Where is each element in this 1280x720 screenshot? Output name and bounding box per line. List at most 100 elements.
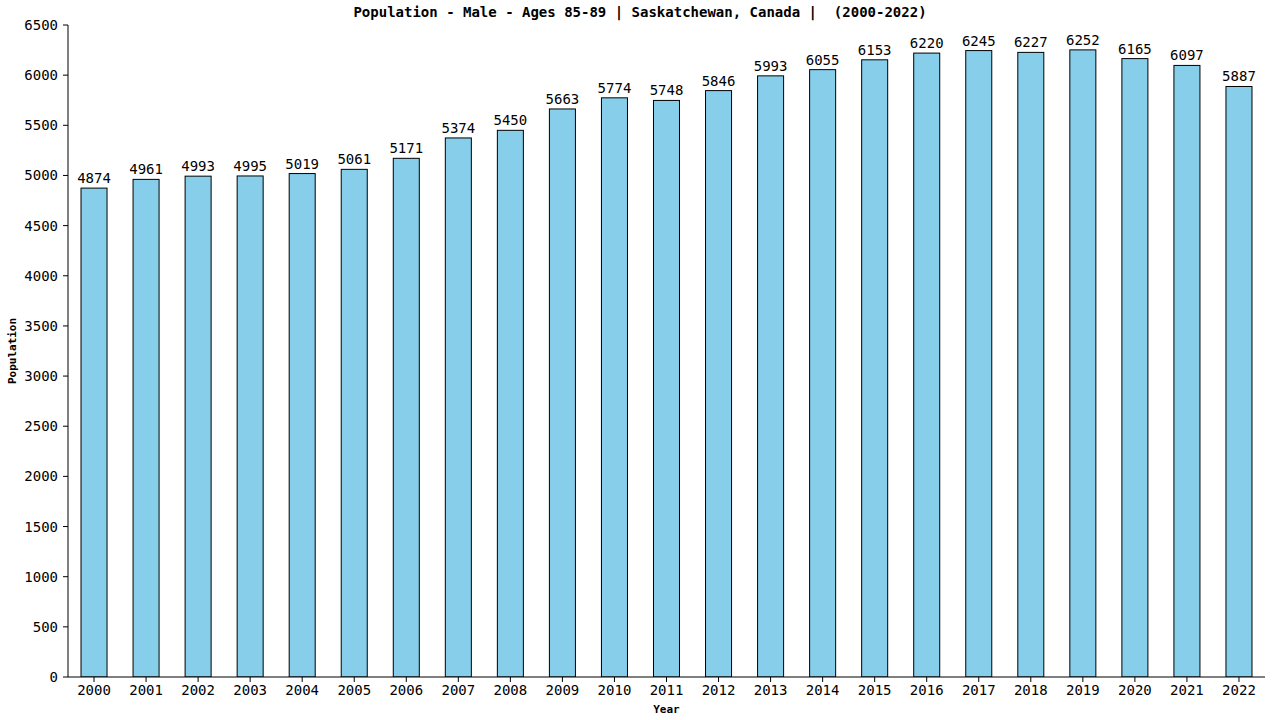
x-tick-label: 2011: [650, 682, 684, 698]
data-label: 5887: [1222, 68, 1256, 84]
y-tick-label: 5500: [24, 117, 58, 133]
bar: [1018, 52, 1044, 677]
bars: [81, 50, 1252, 677]
y-tick: [63, 626, 68, 627]
data-label: 4874: [77, 170, 111, 186]
bar: [914, 53, 940, 677]
x-tick-label: 2009: [546, 682, 580, 698]
y-tick: [63, 125, 68, 126]
y-tick: [63, 526, 68, 527]
bar: [758, 76, 784, 677]
data-label: 5774: [598, 80, 632, 96]
y-tick-label: 0: [50, 669, 58, 685]
bar: [862, 60, 888, 677]
data-label: 5374: [441, 120, 475, 136]
data-label: 5171: [389, 140, 423, 156]
x-tick-label: 2004: [285, 682, 319, 698]
data-label: 5061: [337, 151, 371, 167]
x-tick-label: 2022: [1222, 682, 1256, 698]
x-tick-label: 2002: [181, 682, 215, 698]
x-tick-label: 2000: [77, 682, 111, 698]
bar: [185, 176, 211, 677]
data-label: 5993: [754, 58, 788, 74]
y-tick: [63, 25, 68, 26]
data-label: 6227: [1014, 34, 1048, 50]
data-label: 6220: [910, 35, 944, 51]
x-tick-label: 2015: [858, 682, 892, 698]
y-tick-label: 6000: [24, 67, 58, 83]
x-tick-label: 2020: [1118, 682, 1152, 698]
bar: [810, 70, 836, 677]
y-tick: [63, 677, 68, 678]
y-tick-label: 500: [33, 619, 58, 635]
x-tick-label: 2005: [337, 682, 371, 698]
y-tick: [63, 175, 68, 176]
y-tick-label: 3500: [24, 318, 58, 334]
y-tick-label: 4500: [24, 218, 58, 234]
title: Population - Male - Ages 85-89 | Saskatc…: [353, 4, 926, 21]
bar: [1226, 86, 1252, 677]
y-tick-label: 6500: [24, 17, 58, 33]
bar: [81, 188, 107, 677]
y-tick: [63, 75, 68, 76]
data-label: 6165: [1118, 41, 1152, 57]
data-label: 4961: [129, 161, 163, 177]
x-tick-label: 2013: [754, 682, 788, 698]
y-tick-label: 4000: [24, 268, 58, 284]
bar: [549, 109, 575, 677]
x-tick-label: 2012: [702, 682, 736, 698]
data-label: 5450: [494, 112, 528, 128]
x-tick-label: 2017: [962, 682, 996, 698]
data-label: 5748: [650, 82, 684, 98]
y-tick: [63, 576, 68, 577]
y-axis: [68, 25, 69, 677]
x-tick-label: 2008: [494, 682, 528, 698]
y-tick: [63, 325, 68, 326]
x-axis-label: Year: [653, 703, 680, 716]
bar: [1070, 50, 1096, 677]
bar: [237, 176, 263, 677]
y-tick-label: 5000: [24, 167, 58, 183]
bar: [289, 174, 315, 677]
x-tick-label: 2007: [441, 682, 475, 698]
data-label: 5663: [546, 91, 580, 107]
y-tick-label: 2500: [24, 418, 58, 434]
data-label: 6245: [962, 33, 996, 49]
x-tick-label: 2006: [389, 682, 423, 698]
data-label: 4993: [181, 158, 215, 174]
y-tick: [63, 376, 68, 377]
x-tick-label: 2003: [233, 682, 267, 698]
data-label: 5019: [285, 156, 319, 172]
data-label: 4995: [233, 158, 267, 174]
bar: [497, 130, 523, 677]
bar: [1174, 65, 1200, 677]
bar: [966, 51, 992, 677]
y-tick: [63, 426, 68, 427]
bar: [133, 179, 159, 677]
y-tick-label: 2000: [24, 468, 58, 484]
x-tick-label: 2021: [1170, 682, 1204, 698]
background: [0, 0, 1280, 720]
data-label: 5846: [702, 73, 736, 89]
bar: [1122, 59, 1148, 677]
x-tick-label: 2018: [1014, 682, 1048, 698]
y-tick: [63, 275, 68, 276]
y-tick: [63, 476, 68, 477]
chart: 4874 4961 4993 4995 5019 5061 5171 5374 5450 5663…: [0, 0, 1280, 720]
x-tick-label: 2016: [910, 682, 944, 698]
y-tick-label: 3000: [24, 368, 58, 384]
bar: [653, 100, 679, 677]
bar: [341, 169, 367, 677]
data-label: 6252: [1066, 32, 1100, 48]
data-label: 6055: [806, 52, 840, 68]
data-label: 6097: [1170, 47, 1204, 63]
x-tick-label: 2019: [1066, 682, 1100, 698]
x-tick-label: 2001: [129, 682, 163, 698]
bar: [445, 138, 471, 677]
x-tick-label: 2014: [806, 682, 840, 698]
bar: [601, 98, 627, 677]
y-tick: [63, 225, 68, 226]
bar: [706, 91, 732, 677]
y-tick-label: 1500: [24, 519, 58, 535]
x-tick-label: 2010: [598, 682, 632, 698]
